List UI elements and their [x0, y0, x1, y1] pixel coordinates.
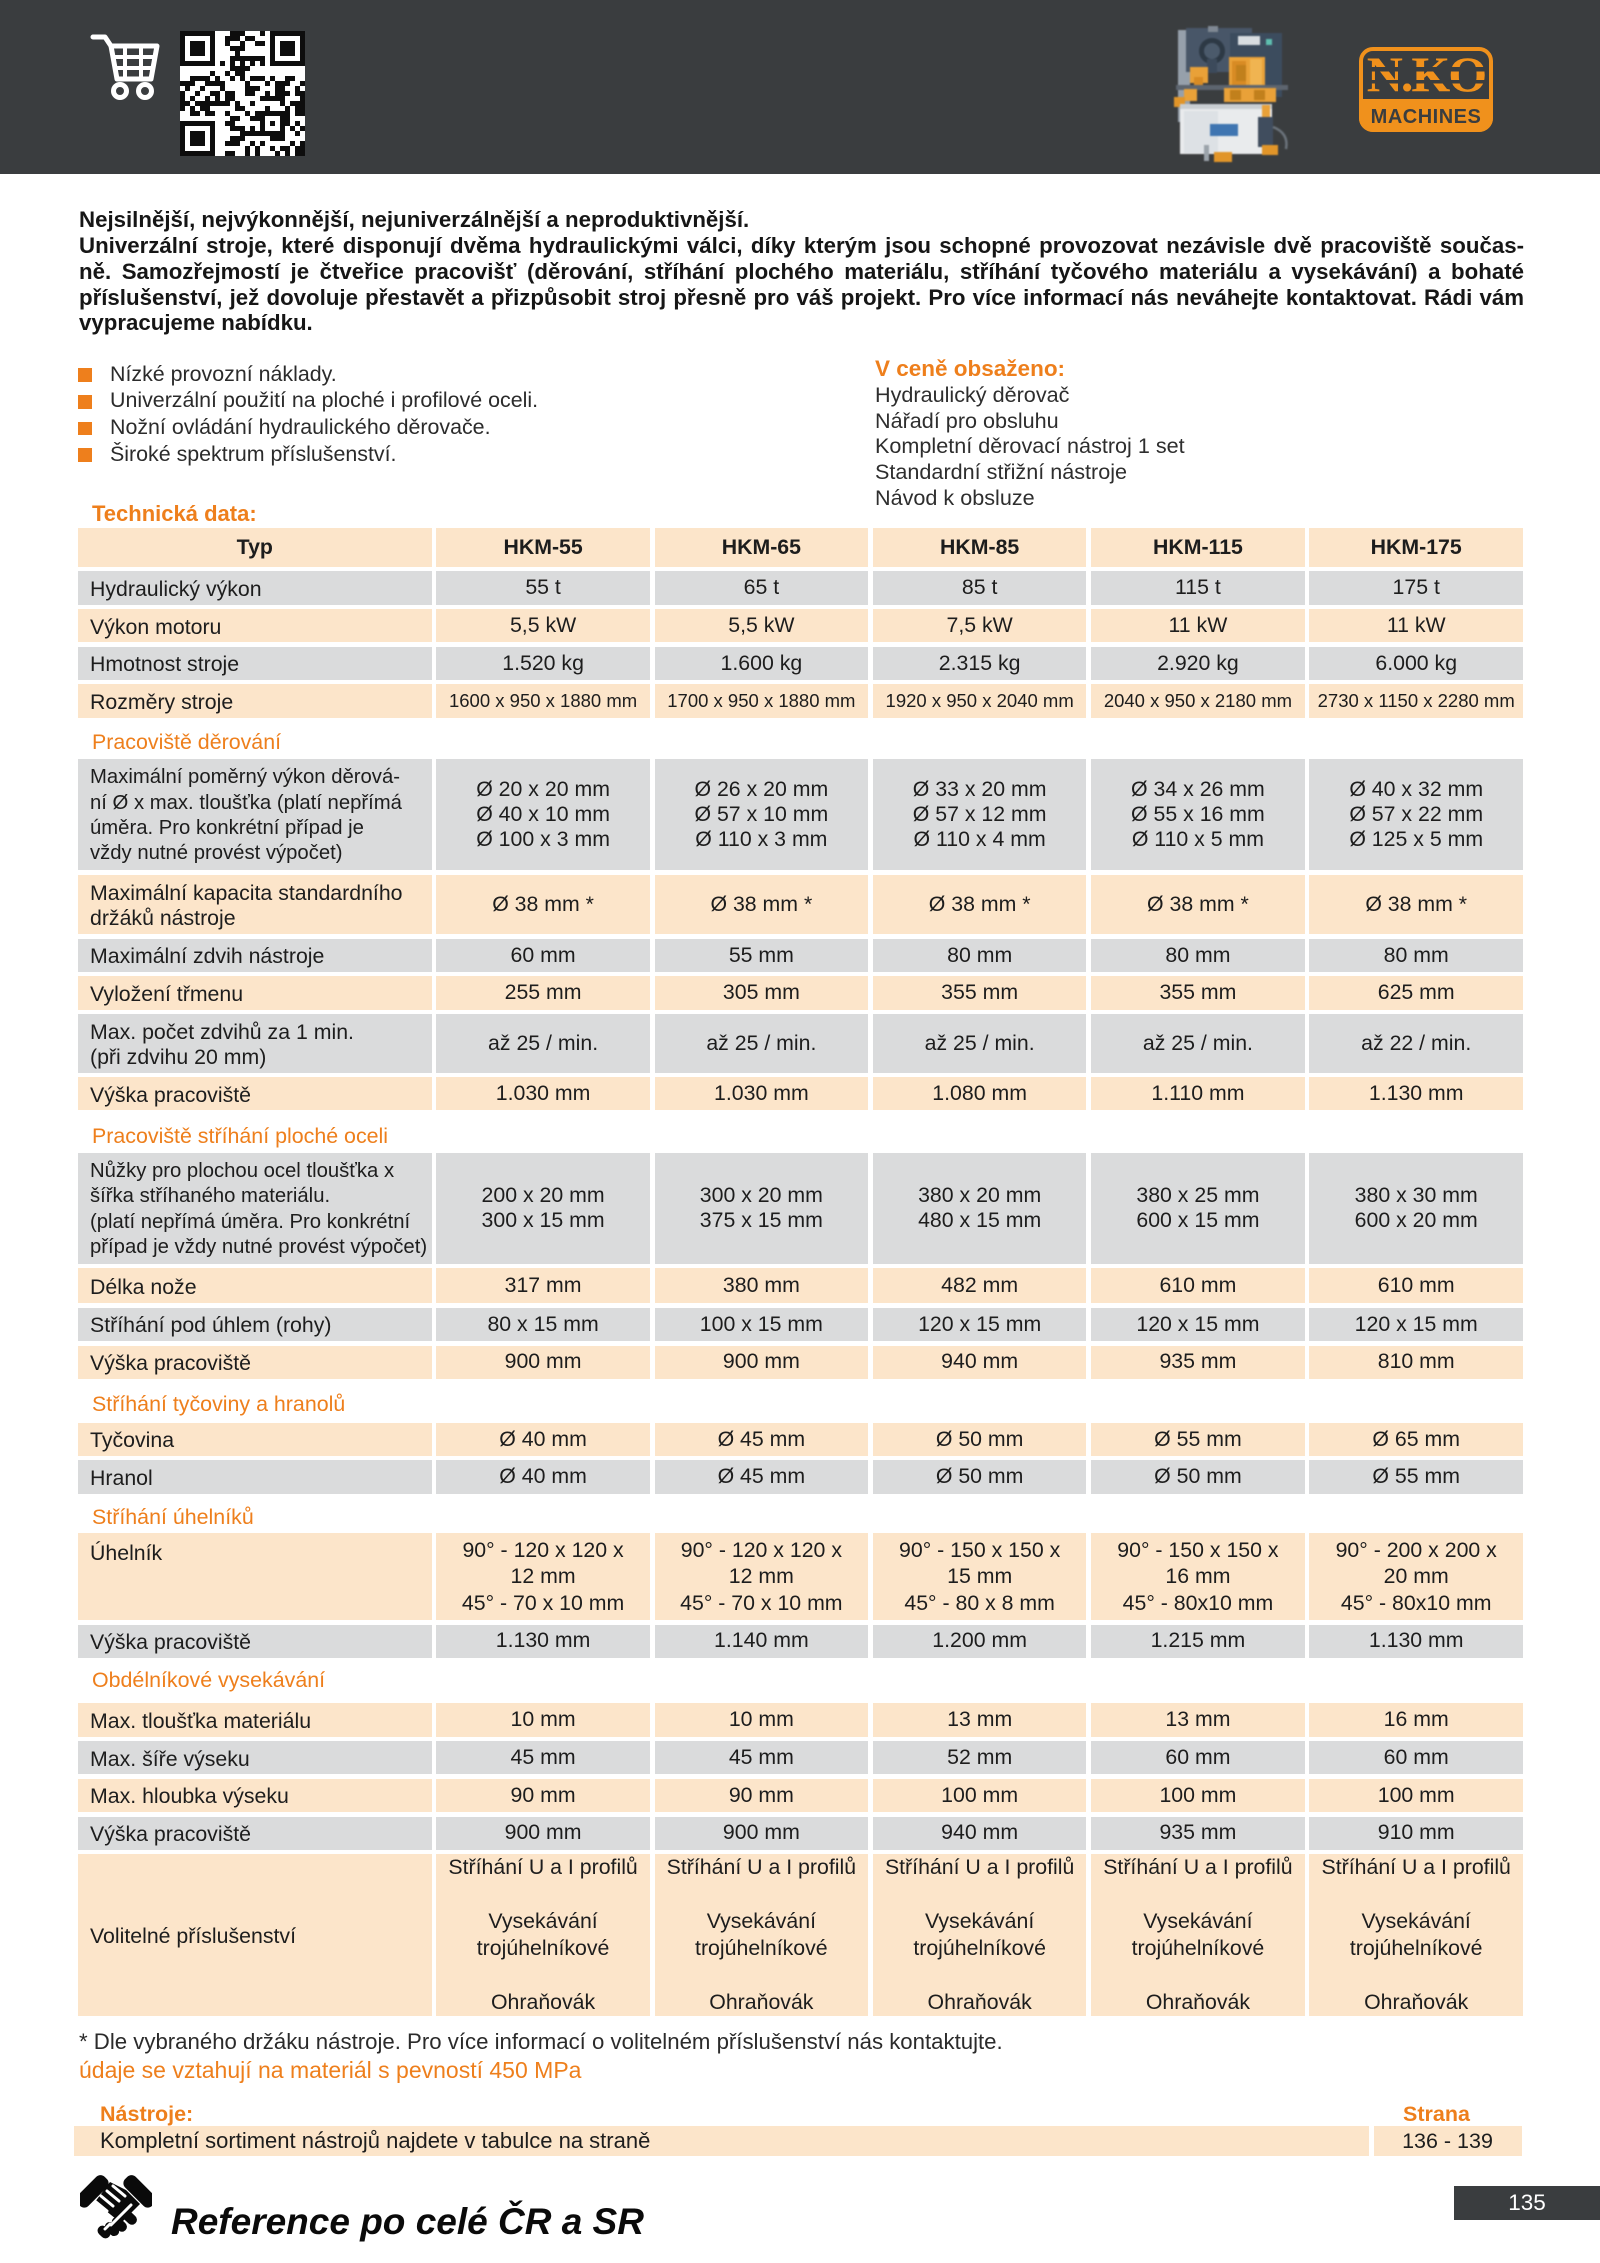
svg-text:MACHINES: MACHINES [1371, 106, 1482, 128]
svg-text:N.KO: N.KO [1367, 47, 1486, 102]
